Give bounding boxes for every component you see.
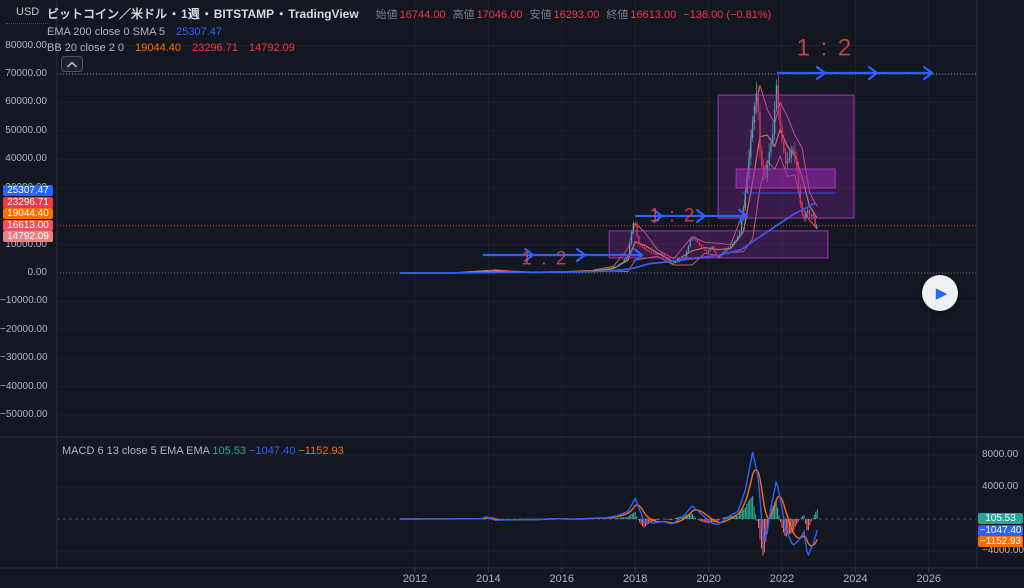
- ohlc-label: 終値: [606, 9, 629, 21]
- chevron-up-icon: [67, 61, 77, 67]
- time-axis-label: 2012: [402, 573, 428, 585]
- price-axis-label: −40000.00: [0, 380, 48, 392]
- price-axis-label: 70000.00: [5, 67, 47, 79]
- macd-legend-label: MACD 6 13 close 5 EMA EMA: [62, 445, 210, 457]
- drawing-rect[interactable]: [608, 230, 829, 259]
- drawing-rect[interactable]: [717, 94, 855, 219]
- bb-lower-value: 14792.09: [249, 42, 295, 54]
- trend-arrow[interactable]: [776, 65, 934, 81]
- macd-axis-label: −4000.00: [982, 545, 1024, 556]
- ohlc-value: 17046.00: [476, 9, 523, 21]
- price-badge: 16613.00: [3, 219, 53, 231]
- price-badge: 19044.40: [3, 208, 53, 219]
- macd-badge: −1047.40: [978, 524, 1023, 536]
- ohlc-value: 16744.00: [399, 9, 446, 21]
- ema-legend-value: 25307.47: [176, 26, 222, 38]
- ratio-label[interactable]: 1 : 2: [797, 34, 854, 61]
- pane-dividers: [0, 0, 1024, 572]
- price-badge: 14792.09: [3, 231, 53, 242]
- price-axis-unit[interactable]: USD: [16, 6, 40, 18]
- ratio-label[interactable]: 1 : 2: [650, 206, 697, 227]
- price-axis-label: −20000.00: [0, 323, 48, 335]
- macd-histogram: [482, 496, 818, 556]
- bb-upper-value: 23296.71: [192, 42, 238, 54]
- pane-collapse-button[interactable]: [61, 56, 83, 72]
- price-axis-label: 50000.00: [5, 124, 47, 136]
- gridlines: [57, 0, 977, 568]
- macd-pane[interactable]: [57, 451, 977, 557]
- macd-legend-row[interactable]: MACD 6 13 close 5 EMA EMA 105.53 −1047.4…: [62, 445, 344, 457]
- interval-label[interactable]: 1週: [181, 7, 200, 21]
- trend-arrow[interactable]: [482, 247, 644, 263]
- macd-line-value: −1047.40: [249, 445, 296, 457]
- macd-signal-value: −1152.93: [298, 445, 344, 457]
- time-axis-label: 2020: [696, 573, 721, 585]
- macd-badge: 105.53: [978, 513, 1023, 524]
- ohlc-values: 始値 16744.00 高値 17046.00 安値 16293.00 終値 16613.00: [369, 9, 677, 21]
- play-icon: ▶: [935, 284, 948, 302]
- drawing-rect[interactable]: [735, 168, 836, 189]
- time-axis-label: 2026: [916, 573, 942, 585]
- price-axis-label: 60000.00: [5, 96, 47, 108]
- macd-badge: −1152.93: [978, 536, 1023, 547]
- trend-arrow[interactable]: [635, 208, 749, 224]
- macd-main-line: [400, 451, 818, 557]
- ohlc-label: 高値: [452, 9, 475, 21]
- ema-legend-row[interactable]: EMA 200 close 0 SMA 5 25307.47: [47, 26, 222, 38]
- ratio-label[interactable]: 1 : 2: [521, 249, 568, 270]
- axis-unit-divider: [6, 23, 50, 24]
- price-axis-label: 80000.00: [5, 39, 47, 51]
- price-axis-label: −50000.00: [0, 409, 48, 421]
- price-badge: 23296.71: [3, 196, 53, 208]
- ohlc-value: 16613.00: [630, 9, 677, 21]
- price-axis-label: −30000.00: [0, 352, 48, 364]
- time-axis-label: 2024: [843, 573, 868, 585]
- bb-legend-label: BB 20 close 2 0: [47, 42, 125, 54]
- title-separator: ・: [168, 7, 181, 21]
- go-to-realtime-button[interactable]: ▶: [922, 275, 958, 311]
- main-price-pane[interactable]: 1 : 2 1 : 2 1 : 2: [57, 34, 977, 274]
- price-change: −136.00 (−0.81%): [683, 9, 772, 21]
- brand-label[interactable]: TradingView: [288, 7, 359, 21]
- price-axis-label: 40000.00: [5, 153, 47, 165]
- bb-legend-row[interactable]: BB 20 close 2 0 19044.40 23296.71 14792.…: [47, 42, 295, 54]
- exchange-label[interactable]: BITSTAMP: [213, 7, 275, 21]
- ohlc-value: 16293.00: [553, 9, 600, 21]
- price-axis-label: 0.00: [27, 267, 47, 278]
- price-badge: 25307.47: [3, 185, 53, 196]
- time-axis-label: 2018: [622, 573, 648, 585]
- price-axis-label: −10000.00: [0, 295, 48, 307]
- chart-legend-main: ビットコイン／米ドル・1週・BITSTAMP・TradingView 始値 1674…: [47, 7, 772, 21]
- bb-basis-value: 19044.40: [135, 42, 182, 54]
- ema-legend-label: EMA 200 close 0 SMA 5: [47, 26, 166, 38]
- macd-hist-value: 105.53: [212, 445, 247, 457]
- time-axis-label: 2014: [476, 573, 501, 585]
- ohlc-label: 始値: [375, 9, 398, 21]
- ohlc-label: 安値: [529, 9, 552, 21]
- macd-axis-label: 4000.00: [982, 481, 1019, 492]
- ema-line: [400, 202, 816, 274]
- macd-axis-label: 8000.00: [982, 449, 1019, 460]
- time-axis-label: 2016: [549, 573, 575, 585]
- time-axis-label: 2022: [769, 573, 795, 585]
- price-axis-label: 10000.00: [5, 238, 47, 250]
- symbol-title[interactable]: ビットコイン／米ドル: [47, 7, 168, 21]
- macd-signal-line: [400, 469, 818, 547]
